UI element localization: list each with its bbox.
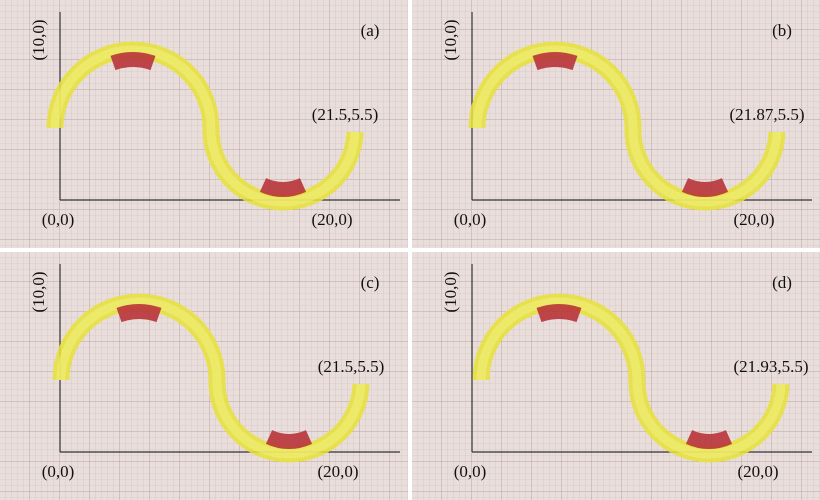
endpoint-label: (21.5,5.5) [312, 105, 379, 124]
red-segment [689, 437, 729, 442]
red-segment [535, 60, 575, 64]
red-segment [269, 437, 309, 442]
y-axis-label: (10,0) [441, 271, 460, 312]
panel-label: (d) [772, 273, 792, 292]
origin-label: (0,0) [454, 462, 487, 481]
x-axis-label: (20,0) [737, 462, 778, 481]
panel: (b) (10,0) (0,0) (20,0) (21.87,5.5) [412, 0, 820, 248]
panel-label: (b) [772, 21, 792, 40]
red-segment [685, 185, 725, 190]
endpoint-label: (21.87,5.5) [729, 105, 804, 124]
panel: (c) (10,0) (0,0) (20,0) (21.5,5.5) [0, 252, 408, 500]
endpoint-label: (21.5,5.5) [318, 357, 385, 376]
red-segment [113, 60, 153, 64]
red-segment [119, 312, 159, 316]
x-axis-label: (20,0) [733, 210, 774, 229]
y-axis-label: (10,0) [29, 19, 48, 60]
origin-label: (0,0) [42, 210, 75, 229]
y-axis-label: (10,0) [29, 271, 48, 312]
endpoint-label: (21.93,5.5) [733, 357, 808, 376]
x-axis-label: (20,0) [317, 462, 358, 481]
panel-label: (c) [361, 273, 380, 292]
figure: (a)(10,0)(0,0)(20,0)(21.5,5.5)(b)(10,0)(… [0, 0, 820, 500]
y-axis-label: (10,0) [441, 19, 460, 60]
panel-label: (a) [361, 21, 380, 40]
panel: (d) (10,0) (0,0) (20,0) (21.93,5.5) [412, 252, 820, 500]
panel: (a) (10,0) (0,0) (20,0) (21.5,5.5) [0, 0, 408, 248]
origin-label: (0,0) [454, 210, 487, 229]
red-segment [539, 312, 579, 316]
red-segment [263, 185, 303, 190]
x-axis-label: (20,0) [311, 210, 352, 229]
origin-label: (0,0) [42, 462, 75, 481]
